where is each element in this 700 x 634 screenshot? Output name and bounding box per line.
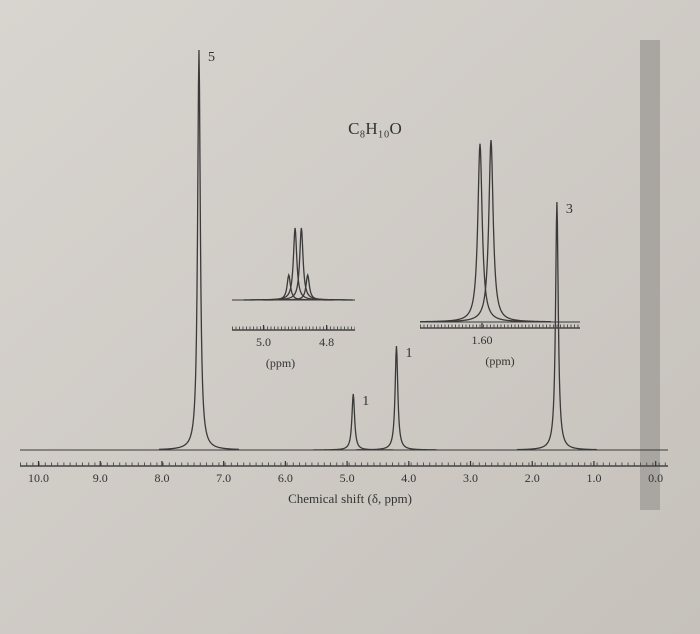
page-edge <box>640 40 660 510</box>
peak <box>158 49 239 451</box>
integration-label: 1 <box>405 346 412 361</box>
x-tick-label: 0.0 <box>648 471 663 485</box>
integration-label: 3 <box>566 202 573 217</box>
x-tick-label: 7.0 <box>216 471 231 485</box>
x-axis-label: Chemical shift (δ, ppm) <box>288 491 412 506</box>
x-tick-label: 1.60 <box>472 333 493 347</box>
x-tick-label: 2.0 <box>525 471 540 485</box>
x-tick-label: 5.0 <box>340 471 355 485</box>
x-tick-label: 1.0 <box>586 471 601 485</box>
inset-x-label: (ppm) <box>485 354 514 368</box>
x-tick-label: 4.8 <box>319 335 334 349</box>
x-tick-label: 5.0 <box>256 335 271 349</box>
x-tick-label: 3.0 <box>463 471 478 485</box>
peak <box>356 345 437 451</box>
inset-x-label: (ppm) <box>266 356 295 370</box>
peak <box>430 139 552 323</box>
x-tick-label: 6.0 <box>278 471 293 485</box>
x-tick-label: 8.0 <box>154 471 169 485</box>
integration-label: 5 <box>208 50 215 65</box>
x-tick-label: 9.0 <box>93 471 108 485</box>
x-tick-label: 10.0 <box>28 471 49 485</box>
x-tick-label: 4.0 <box>401 471 416 485</box>
integration-label: 1 <box>362 394 369 409</box>
peak <box>262 272 353 301</box>
chart-title: C₈H₁₀O <box>348 119 402 138</box>
peak <box>516 201 597 451</box>
peak <box>313 393 394 451</box>
